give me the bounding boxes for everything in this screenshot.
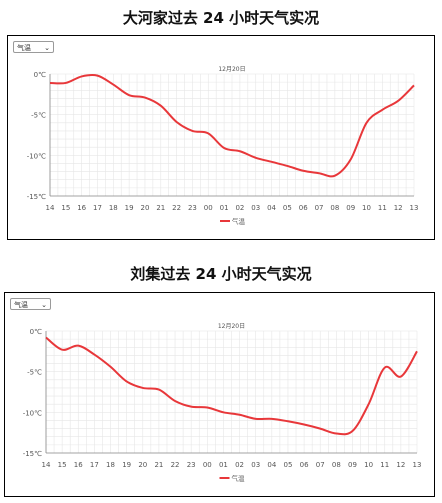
x-tick-label: 11 xyxy=(378,204,387,212)
x-tick-label: 22 xyxy=(171,461,180,469)
x-tick-label: 21 xyxy=(156,204,165,212)
y-tick-label: 0℃ xyxy=(34,71,46,79)
x-tick-label: 22 xyxy=(172,204,181,212)
x-tick-label: 19 xyxy=(122,461,131,469)
x-tick-label: 00 xyxy=(203,461,212,469)
x-tick-label: 20 xyxy=(140,204,149,212)
y-tick-label: -10℃ xyxy=(23,409,42,417)
x-tick-label: 17 xyxy=(93,204,102,212)
temperature-series-line xyxy=(45,336,418,436)
x-tick-label: 09 xyxy=(346,204,355,212)
x-tick-label: 01 xyxy=(219,461,228,469)
element-select-2-value: 气温 xyxy=(14,301,28,309)
x-tick-label: 23 xyxy=(187,461,196,469)
y-tick-label: -15℃ xyxy=(23,450,42,458)
grid xyxy=(45,330,418,454)
chart-1-panel: 气温 ⌄ 0℃ -5℃ -10℃ -15℃ 14 15 16 17 18 19 20 21 22 23 00… xyxy=(7,35,435,240)
x-tick-label: 15 xyxy=(58,461,67,469)
y-tick-label: -15℃ xyxy=(27,193,46,201)
x-tick-label: 18 xyxy=(109,204,118,212)
y-tick-label: 0℃ xyxy=(30,328,42,336)
x-tick-label: 08 xyxy=(330,204,339,212)
grid xyxy=(49,73,415,197)
temperature-series-line xyxy=(49,73,415,178)
x-tick-label: 10 xyxy=(362,204,371,212)
x-tick-label: 05 xyxy=(283,461,292,469)
element-select-2[interactable]: 气温 ⌄ xyxy=(10,298,51,310)
temperature-chart-2: 0℃ -5℃ -10℃ -15℃14 15 16 17 18 19 20 21 22 23 00 01 02 0… xyxy=(23,323,422,483)
x-tick-label: 14 xyxy=(42,461,51,469)
temperature-chart-1: 0℃ -5℃ -10℃ -15℃14 15 16 17 18 19 20 21 22 23 00 01 02 0… xyxy=(27,66,419,226)
date-label: 12月20日 xyxy=(218,66,245,73)
x-tick-label: 13 xyxy=(410,204,419,212)
x-tick-label: 01 xyxy=(220,204,229,212)
x-tick-label: 04 xyxy=(267,461,276,469)
x-tick-label: 12 xyxy=(396,461,405,469)
chart-2-panel: 气温 ⌄ 0℃ -5℃ -10℃ -15℃ 14 15 16 17 18 19 20 21 22 23 00… xyxy=(4,292,435,497)
x-tick-label: 17 xyxy=(90,461,99,469)
x-tick-label: 08 xyxy=(332,461,341,469)
x-tick-label: 10 xyxy=(364,461,373,469)
x-tick-label: 04 xyxy=(267,204,276,212)
element-select-1[interactable]: 气温 ⌄ xyxy=(13,41,54,53)
date-label: 12月20日 xyxy=(218,323,245,330)
x-tick-label: 21 xyxy=(154,461,163,469)
x-tick-label: 03 xyxy=(251,461,260,469)
x-tick-label: 20 xyxy=(138,461,147,469)
legend-label: 气温 xyxy=(232,217,246,226)
x-tick-label: 16 xyxy=(74,461,83,469)
x-tick-label: 02 xyxy=(235,204,244,212)
x-tick-label: 05 xyxy=(283,204,292,212)
x-tick-label: 03 xyxy=(251,204,260,212)
y-tick-label: -5℃ xyxy=(27,369,42,377)
x-tick-label: 11 xyxy=(380,461,389,469)
x-tick-label: 00 xyxy=(204,204,213,212)
x-tick-label: 19 xyxy=(125,204,134,212)
y-tick-label: -5℃ xyxy=(31,112,46,120)
x-tick-label: 07 xyxy=(316,461,325,469)
element-select-1-value: 气温 xyxy=(17,44,31,52)
x-tick-label: 02 xyxy=(235,461,244,469)
x-tick-label: 15 xyxy=(61,204,70,212)
x-tick-label: 16 xyxy=(77,204,86,212)
chart-1-title: 大河家过去 24 小时天气实况 xyxy=(122,9,320,27)
x-tick-label: 06 xyxy=(299,204,308,212)
x-tick-label: 14 xyxy=(46,204,55,212)
x-tick-label: 13 xyxy=(413,461,422,469)
legend-label: 气温 xyxy=(232,474,246,483)
y-tick-label: -10℃ xyxy=(27,152,46,160)
x-tick-label: 23 xyxy=(188,204,197,212)
x-tick-label: 12 xyxy=(394,204,403,212)
x-tick-label: 09 xyxy=(348,461,357,469)
x-tick-label: 18 xyxy=(106,461,115,469)
chart-2-title: 刘集过去 24 小时天气实况 xyxy=(130,265,312,283)
x-tick-label: 06 xyxy=(300,461,309,469)
chevron-down-icon: ⌄ xyxy=(41,301,47,309)
chevron-down-icon: ⌄ xyxy=(44,44,50,52)
x-tick-label: 07 xyxy=(315,204,324,212)
